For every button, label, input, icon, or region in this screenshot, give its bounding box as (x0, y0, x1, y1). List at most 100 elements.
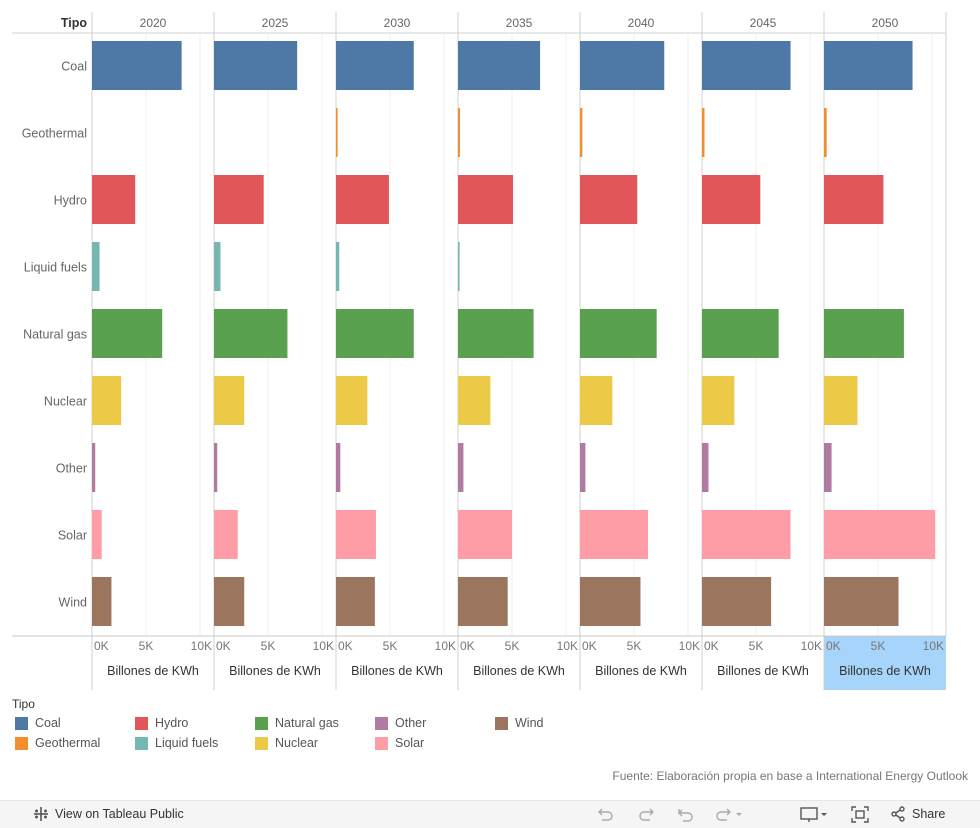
row-label-wind: Wind (59, 596, 88, 610)
legend-label: Hydro (155, 716, 189, 730)
legend-label: Other (395, 716, 427, 730)
tick-label: 10K (435, 639, 456, 653)
row-label-geothermal: Geothermal (22, 127, 87, 141)
bar-hydro-2030 (336, 175, 389, 224)
bar-coal-2040 (580, 41, 665, 90)
axis-title: Billones de KWh (107, 664, 199, 678)
bar-hydro-2020 (92, 175, 136, 224)
bar-natural-gas-2035 (458, 309, 534, 358)
revert-icon[interactable] (677, 806, 695, 823)
view-on-tableau-label: View on Tableau Public (55, 807, 184, 821)
row-label-nuclear: Nuclear (44, 395, 87, 409)
legend-item[interactable]: Nuclear (255, 735, 318, 751)
bar-hydro-2025 (214, 175, 264, 224)
axis-title: Billones de KWh (229, 664, 321, 678)
legend-item[interactable]: Other (375, 715, 426, 731)
bar-geothermal-2035 (458, 108, 460, 157)
bar-coal-2045 (702, 41, 791, 90)
bar-natural-gas-2045 (702, 309, 779, 358)
axis-title: Billones de KWh (473, 664, 565, 678)
axis-title: Billones de KWh (351, 664, 443, 678)
bar-other-2020 (92, 443, 96, 492)
legend-item[interactable]: Solar (375, 735, 424, 751)
bar-liquid-fuels-2020 (92, 242, 100, 291)
bar-nuclear-2045 (702, 376, 735, 425)
bar-coal-2030 (336, 41, 414, 90)
legend-item[interactable]: Hydro (135, 715, 188, 731)
legend-swatch (135, 716, 148, 730)
view-on-tableau-button[interactable]: View on Tableau Public (33, 806, 184, 822)
bar-coal-2020 (92, 41, 182, 90)
tick-label: 5K (139, 639, 154, 653)
bar-nuclear-2050 (824, 376, 858, 425)
undo-icon[interactable] (597, 806, 615, 823)
tick-label: 0K (704, 639, 719, 653)
refresh-dropdown-icon[interactable] (715, 806, 745, 823)
axis-title: Billones de KWh (839, 664, 931, 678)
bar-hydro-2040 (580, 175, 638, 224)
tick-label: 0K (582, 639, 597, 653)
legend: Tipo Coal Geothermal Hydro Liquid fuels Natu… (12, 697, 612, 757)
column-header-2040: 2040 (628, 16, 655, 30)
bar-hydro-2050 (824, 175, 884, 224)
row-label-liquid-fuels: Liquid fuels (24, 261, 87, 275)
legend-item[interactable]: Liquid fuels (135, 735, 218, 751)
legend-swatch (495, 716, 508, 730)
bar-other-2040 (580, 443, 586, 492)
bar-geothermal-2030 (336, 108, 338, 157)
bar-hydro-2035 (458, 175, 514, 224)
bar-nuclear-2020 (92, 376, 122, 425)
bar-solar-2030 (336, 510, 376, 559)
row-label-hydro: Hydro (54, 194, 87, 208)
row-label-coal: Coal (61, 60, 87, 74)
legend-item[interactable]: Coal (15, 715, 61, 731)
bar-solar-2045 (702, 510, 791, 559)
legend-label: Geothermal (35, 736, 101, 750)
tick-label: 5K (871, 639, 886, 653)
column-header-2020: 2020 (140, 16, 167, 30)
tick-label: 0K (460, 639, 475, 653)
bar-liquid-fuels-2035 (458, 242, 460, 291)
present-dropdown-icon[interactable] (800, 806, 830, 823)
legend-label: Liquid fuels (155, 736, 219, 750)
legend-title: Tipo (12, 697, 35, 711)
legend-item[interactable]: Geothermal (15, 735, 100, 751)
tick-label: 10K (191, 639, 212, 653)
bar-nuclear-2030 (336, 376, 368, 425)
tick-label: 0K (826, 639, 841, 653)
tick-label: 10K (313, 639, 334, 653)
bar-wind-2040 (580, 577, 641, 626)
bar-other-2025 (214, 443, 218, 492)
share-button[interactable]: Share (890, 806, 945, 822)
bar-natural-gas-2050 (824, 309, 904, 358)
tick-label: 5K (627, 639, 642, 653)
tick-label: 5K (261, 639, 276, 653)
energy-small-multiples-chart: Tipo 2020 0K 5K 10K Billones de KWh 2025 0K 5K 10… (12, 12, 947, 690)
legend-swatch (255, 716, 268, 730)
legend-item[interactable]: Natural gas (255, 715, 339, 731)
column-header-2045: 2045 (750, 16, 777, 30)
tick-label: 0K (94, 639, 109, 653)
bar-liquid-fuels-2030 (336, 242, 340, 291)
tick-label: 10K (557, 639, 578, 653)
bar-other-2045 (702, 443, 709, 492)
legend-label: Nuclear (275, 736, 319, 750)
legend-item[interactable]: Wind (495, 715, 543, 731)
bar-wind-2030 (336, 577, 375, 626)
row-label-other: Other (56, 462, 87, 476)
column-header-2025: 2025 (262, 16, 289, 30)
redo-icon[interactable] (637, 806, 655, 823)
legend-swatch (15, 736, 28, 750)
bar-geothermal-2040 (580, 108, 583, 157)
legend-label: Wind (515, 716, 544, 730)
legend-swatch (135, 736, 148, 750)
tick-label: 5K (383, 639, 398, 653)
legend-label: Natural gas (275, 716, 339, 730)
tick-label: 5K (749, 639, 764, 653)
tick-label: 5K (505, 639, 520, 653)
bar-other-2035 (458, 443, 464, 492)
fullscreen-icon[interactable] (851, 806, 869, 823)
legend-label: Coal (35, 716, 61, 730)
tick-label: 0K (338, 639, 353, 653)
bar-coal-2050 (824, 41, 913, 90)
